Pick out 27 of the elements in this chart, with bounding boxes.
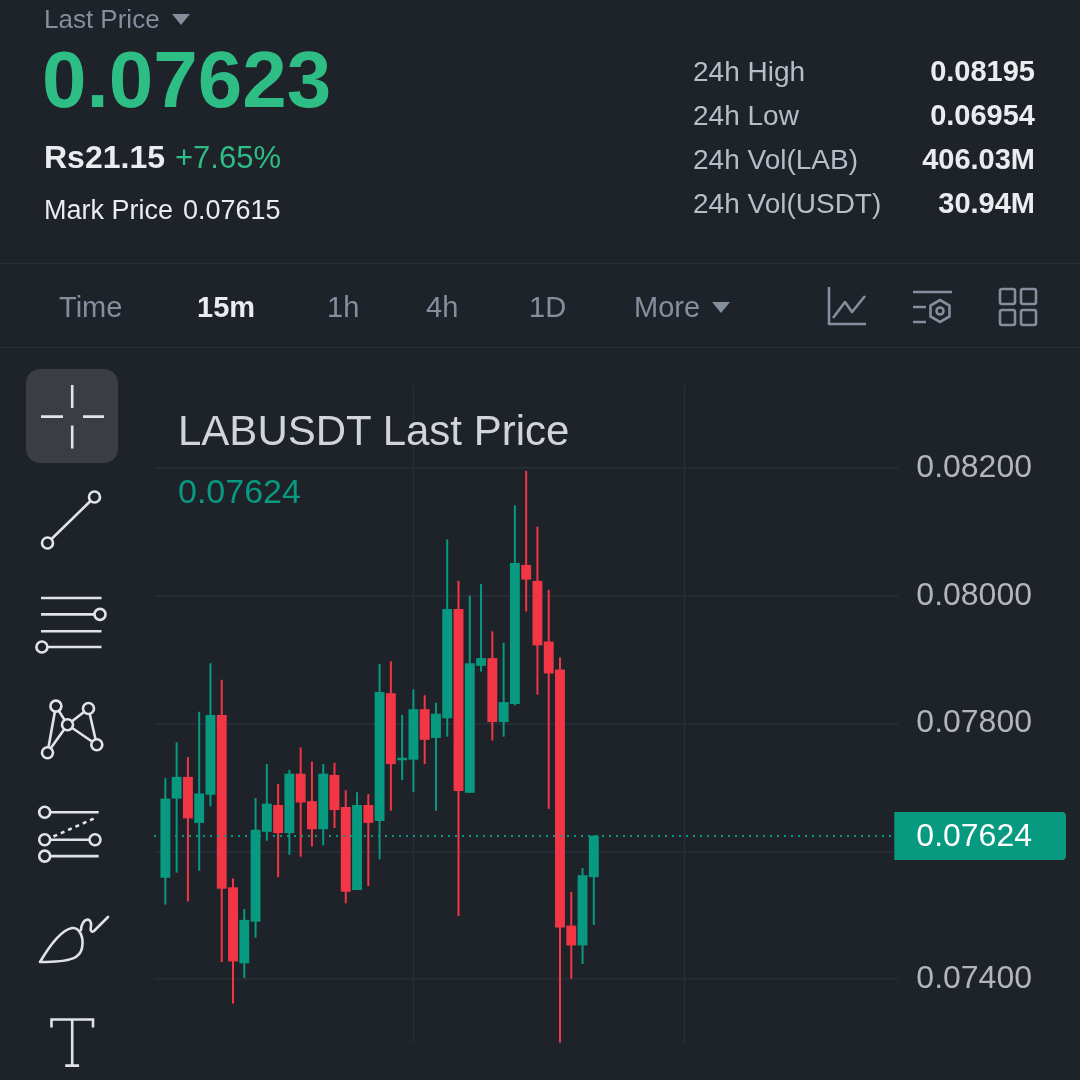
text: 1h bbox=[327, 291, 360, 324]
text: 406.03M bbox=[922, 143, 1035, 176]
text: 0.07623 bbox=[42, 35, 332, 125]
y-tick-label: 0.07400 bbox=[916, 958, 1032, 995]
text: 24h High bbox=[693, 56, 806, 88]
text: 4h bbox=[426, 291, 459, 324]
text: 24h Vol(LAB) bbox=[693, 144, 858, 176]
text: LABUSDT Last Price bbox=[178, 407, 570, 455]
text: 0.08195 bbox=[930, 55, 1035, 88]
text: 24h Vol(USDT) bbox=[693, 188, 882, 220]
text: Rs21.15 bbox=[44, 138, 165, 175]
text: 1D bbox=[529, 291, 567, 324]
text: 24h Low bbox=[693, 100, 799, 132]
text: 30.94M bbox=[938, 187, 1035, 220]
text: +7.65% bbox=[175, 139, 282, 175]
y-tick-label: 0.08000 bbox=[916, 575, 1032, 612]
text: More bbox=[634, 291, 701, 324]
y-tick-label: 0.08200 bbox=[916, 448, 1032, 485]
text: Time bbox=[59, 291, 123, 324]
ref-line-label: 0.07624 bbox=[916, 816, 1032, 853]
text: 0.07615 bbox=[183, 195, 281, 226]
text: Mark Price bbox=[44, 195, 174, 226]
text: 0.06954 bbox=[930, 99, 1035, 132]
annotation: 0.07624 bbox=[178, 472, 301, 511]
text: Last Price bbox=[44, 3, 160, 34]
text: 15m bbox=[197, 291, 256, 324]
y-tick-label: 0.07800 bbox=[916, 703, 1032, 740]
